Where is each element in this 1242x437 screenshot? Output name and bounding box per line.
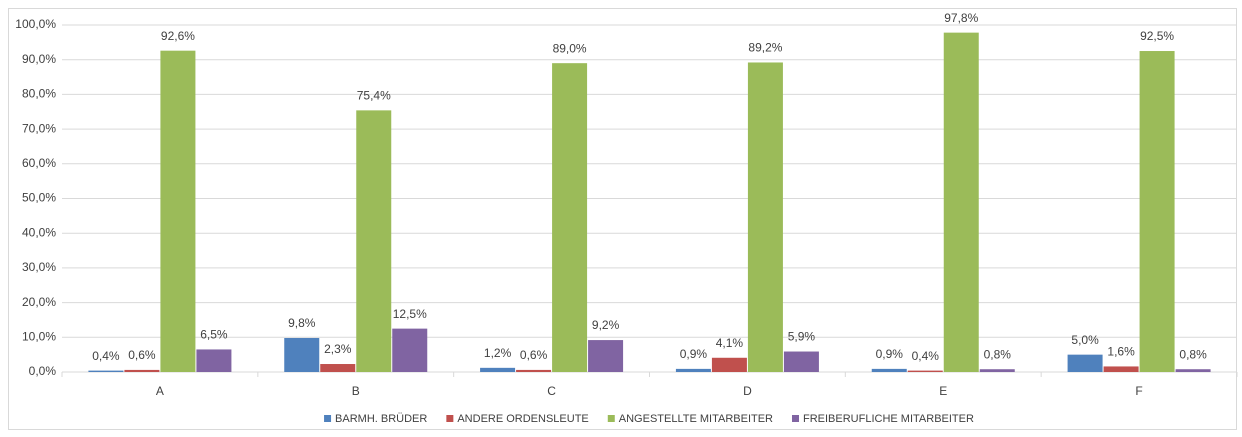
bar	[516, 369, 552, 372]
y-tick-label: 20,0%	[22, 295, 56, 309]
value-label: 12,5%	[393, 307, 427, 321]
value-label: 4,1%	[716, 336, 744, 350]
value-label: 89,2%	[748, 41, 782, 55]
legend-label: BARMH. BRÜDER	[335, 413, 427, 425]
bar	[124, 369, 160, 372]
legend-swatch	[607, 415, 615, 422]
x-tick-label: E	[939, 384, 947, 398]
y-tick-label: 60,0%	[22, 156, 56, 170]
bar	[88, 370, 124, 372]
x-tick-label: C	[547, 384, 556, 398]
value-label: 0,8%	[984, 347, 1012, 361]
bar	[1139, 51, 1175, 373]
value-label: 89,0%	[553, 41, 587, 55]
bar	[907, 370, 943, 372]
value-label: 5,0%	[1071, 333, 1099, 347]
bar	[588, 340, 624, 372]
bar	[943, 32, 979, 372]
value-label: 1,6%	[1107, 345, 1135, 359]
value-label: 0,9%	[680, 347, 708, 361]
bar	[480, 367, 516, 372]
legend-swatch	[792, 415, 800, 422]
bar	[196, 349, 232, 372]
bar	[711, 357, 747, 372]
y-tick-label: 100,0%	[15, 17, 56, 31]
value-label: 2,3%	[324, 342, 352, 356]
value-label: 0,4%	[912, 349, 940, 363]
value-label: 0,6%	[128, 348, 156, 362]
bar	[871, 368, 907, 372]
value-label: 9,2%	[592, 318, 620, 332]
value-label: 6,5%	[200, 328, 228, 342]
legend-swatch	[446, 415, 454, 422]
bar	[1067, 354, 1103, 372]
bar	[979, 369, 1015, 372]
y-tick-label: 10,0%	[22, 329, 56, 343]
y-tick-label: 50,0%	[22, 191, 56, 205]
legend-label: ANDERE ORDENSLEUTE	[457, 413, 588, 425]
y-tick-label: 80,0%	[22, 87, 56, 101]
value-label: 92,6%	[161, 29, 195, 43]
y-tick-label: 30,0%	[22, 260, 56, 274]
value-label: 0,6%	[520, 348, 548, 362]
bar	[552, 63, 588, 373]
y-tick-label: 40,0%	[22, 225, 56, 239]
value-label: 97,8%	[944, 11, 978, 25]
x-tick-label: A	[156, 384, 164, 398]
value-label: 0,4%	[92, 349, 120, 363]
bar	[392, 328, 428, 372]
x-tick-label: F	[1135, 384, 1142, 398]
value-label: 0,9%	[876, 347, 904, 361]
value-label: 5,9%	[788, 330, 816, 344]
x-tick-label: B	[352, 384, 360, 398]
bar	[1103, 366, 1139, 372]
bar	[747, 62, 783, 372]
value-label: 9,8%	[288, 316, 316, 330]
bar	[356, 110, 392, 372]
bar	[675, 368, 711, 372]
legend-swatch	[324, 415, 332, 422]
y-tick-label: 90,0%	[22, 52, 56, 66]
value-label: 75,4%	[357, 89, 391, 103]
value-label: 1,2%	[484, 346, 512, 360]
y-tick-label: 0,0%	[29, 364, 57, 378]
bar	[1175, 369, 1211, 372]
bar	[320, 364, 356, 372]
bar	[783, 351, 819, 372]
value-label: 92,5%	[1140, 29, 1174, 43]
x-tick-label: D	[743, 384, 752, 398]
bar	[160, 50, 196, 372]
legend-label: FREIBERUFLICHE MITARBEITER	[803, 413, 974, 425]
y-tick-label: 70,0%	[22, 121, 56, 135]
bar	[284, 337, 320, 372]
value-label: 0,8%	[1179, 347, 1207, 361]
legend-label: ANGESTELLTE MITARBEITER	[619, 413, 773, 425]
